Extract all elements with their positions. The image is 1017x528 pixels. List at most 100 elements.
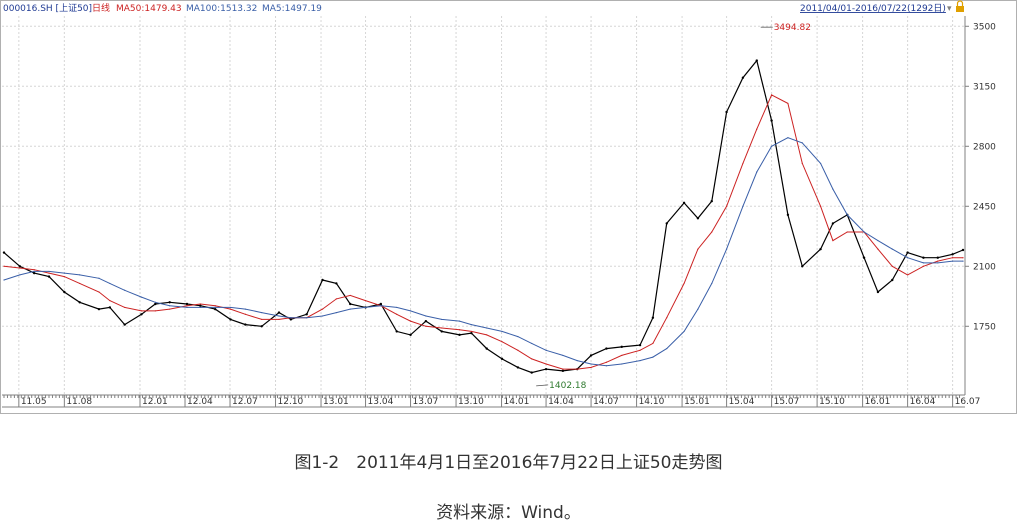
price-point: [349, 302, 352, 306]
ma50-point: [545, 363, 547, 365]
y-tick-label: 3500: [973, 22, 996, 32]
price-point: [140, 313, 143, 316]
ma100-point: [458, 320, 461, 322]
ma50-point: [140, 310, 143, 312]
ma50-point: [335, 298, 337, 300]
price-point: [801, 265, 804, 268]
price-point: [470, 331, 473, 335]
ma100-point: [517, 335, 519, 338]
ma100-point: [590, 363, 592, 365]
price-point: [682, 201, 686, 205]
price-point: [199, 304, 202, 307]
ma100-point: [229, 306, 232, 309]
price-point: [620, 345, 623, 349]
price-point: [530, 371, 533, 374]
x-tick-label: 15.01: [684, 397, 710, 407]
date-range-selector[interactable]: 2011/04/01-2016/07/22(1292日): [800, 3, 946, 14]
ma100-point: [409, 310, 412, 312]
ma50-point: [937, 260, 939, 262]
ma50-point: [169, 308, 171, 310]
ma100-point: [605, 365, 608, 367]
ma50-point: [907, 274, 909, 276]
y-tick-label: 3150: [973, 82, 996, 92]
ma50-point: [261, 318, 263, 321]
period-label[interactable]: 日线: [92, 2, 110, 14]
price-point: [770, 119, 773, 122]
ma100-point: [846, 214, 848, 216]
ma100-point: [335, 311, 337, 314]
ma100-point: [711, 282, 713, 285]
ma100-point: [186, 306, 188, 309]
ma5-readout: MA5:1497.19: [262, 4, 322, 14]
x-tick-label: 13.01: [323, 397, 349, 407]
chevron-down-icon[interactable]: ▾: [947, 4, 952, 14]
ma50-point: [787, 102, 789, 105]
ma50-point: [396, 313, 398, 315]
ma50-point: [214, 305, 216, 307]
ma100-point: [486, 327, 488, 329]
price-point: [289, 318, 293, 321]
ma100-point: [140, 296, 143, 298]
ma50-point: [697, 248, 699, 250]
x-tick-label: 12.01: [142, 397, 168, 407]
ma100-point: [697, 308, 699, 310]
x-tick-label: 12.07: [232, 397, 258, 407]
ma100-point: [306, 317, 308, 319]
ma50-point: [154, 310, 156, 312]
x-tick-label: 13.04: [368, 397, 394, 407]
price-point: [97, 307, 101, 311]
ma100-point: [962, 260, 964, 262]
lock-icon[interactable]: [956, 0, 964, 12]
ma50-point: [711, 231, 713, 233]
price-point: [154, 302, 157, 306]
ma100-point: [79, 274, 81, 276]
series-layer: [2, 59, 965, 374]
ma50-point: [3, 265, 5, 267]
ma50-point: [229, 308, 232, 310]
price-point: [18, 265, 22, 268]
ma100-point: [261, 311, 263, 314]
ma100-point: [832, 188, 834, 190]
ma100-point: [98, 277, 100, 279]
ma100-point: [425, 315, 427, 317]
ma100-point: [380, 305, 382, 307]
ma50-point: [458, 329, 461, 331]
ma50-point: [621, 354, 623, 357]
ma100-point: [124, 289, 126, 291]
y-tick-label: 1750: [973, 322, 996, 332]
price-point: [696, 217, 700, 220]
panel-border: [0, 0, 1017, 414]
security-code[interactable]: 000016.SH [上证50]: [3, 3, 92, 14]
price-point: [168, 301, 171, 304]
ma50-point: [756, 128, 758, 130]
price-point: [229, 318, 232, 321]
ma50-point: [486, 334, 488, 336]
ma100-point: [770, 145, 773, 147]
ma50-point: [725, 205, 728, 207]
x-tick-label: 12.10: [278, 397, 304, 407]
ma50-point: [321, 308, 324, 310]
ma50-point: [639, 349, 641, 351]
price-point: [638, 343, 642, 347]
ma100-point: [666, 347, 668, 350]
ma50-point: [590, 366, 592, 369]
price-point: [862, 256, 866, 259]
annotations: 3494.82 1402.18: [536, 23, 811, 391]
x-tick-label: 12.04: [187, 397, 213, 407]
price-point: [786, 213, 790, 217]
ma100-point: [922, 262, 925, 264]
stock-chart: 11.05 11.08 12.01 12.04 12.07 12.10 13.01 13.04…: [0, 0, 1017, 414]
ma50-point: [501, 341, 503, 343]
x-tick-label: 15.10: [819, 397, 845, 407]
price-point: [819, 247, 822, 251]
price-point: [936, 256, 939, 259]
ma50-point: [562, 368, 564, 370]
y-tick-label: 2100: [973, 262, 996, 272]
ma50-point: [846, 231, 848, 233]
ma100-point: [891, 248, 893, 250]
price-point: [665, 222, 668, 225]
ma50-point: [199, 303, 201, 305]
ma50-line: [3, 94, 963, 370]
ma100-point: [470, 323, 472, 326]
price-point: [185, 302, 189, 306]
